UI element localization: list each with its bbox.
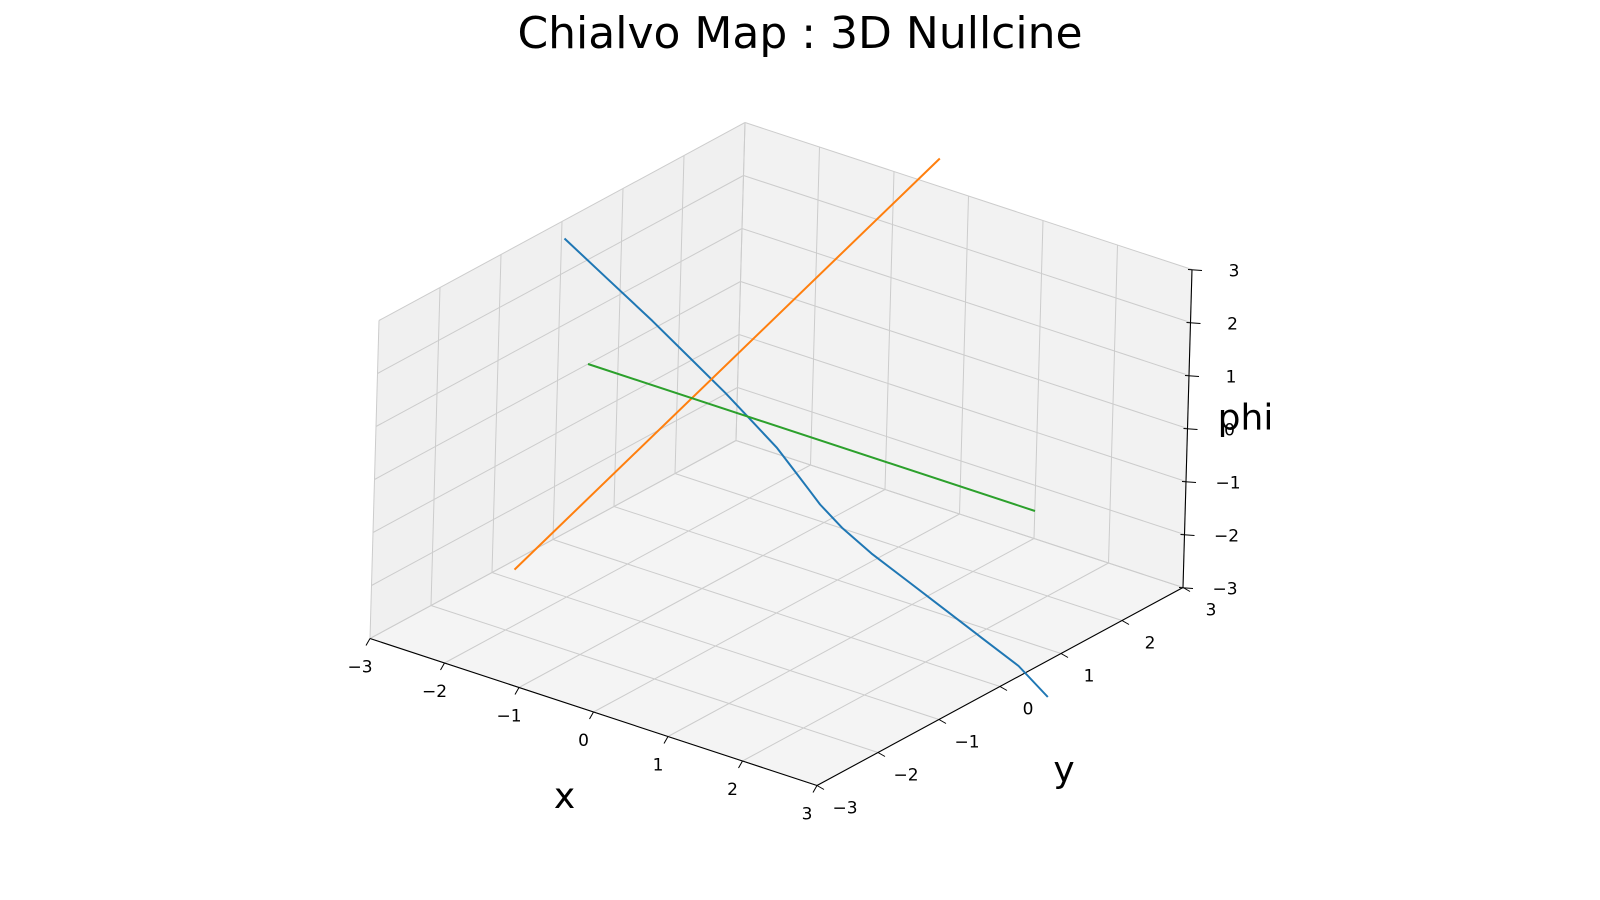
z-tick-label: −2 [1214,527,1239,547]
y-tick-label: −1 [954,733,979,753]
grid-line [377,175,744,374]
x-tick-mark [589,711,594,720]
z-tick-label: 0 [1224,421,1235,441]
z-tick-mark [1184,375,1200,377]
y-tick-mark [877,752,886,757]
x-tick-label: 3 [802,805,813,825]
y-tick-mark [1121,620,1130,625]
grid-line [378,122,746,321]
y-tick-label: 2 [1145,634,1156,654]
y-tick-mark [1182,587,1191,592]
chart-title: Chialvo Map : 3D Nullcine [517,8,1083,59]
y-tick-mark [999,686,1008,691]
axis-lines [365,269,1203,793]
z-tick-label: −1 [1215,474,1240,494]
y-tick-mark [938,719,947,724]
z-tick-label: 1 [1226,368,1237,388]
y-tick-label: −3 [832,799,857,819]
x-tick-label: 0 [578,731,589,751]
series-line-3 [587,363,1036,512]
tick-labels: −3 −3 −3 −2 −2 −2 −1 −1 −1 0 0 0 1 1 1 2 2 2 3 3 3 [347,262,1240,825]
x-axis-label: x [554,776,575,817]
y-tick-label: 3 [1206,601,1217,621]
z-tick-mark [1183,428,1198,430]
y-tick-label: 0 [1023,700,1034,720]
series-line-2 [513,157,941,571]
x-tick-label: −1 [496,707,521,727]
x-tick-mark [440,662,445,671]
x-tick-label: 2 [727,780,738,800]
z-tick-mark [1186,322,1201,324]
z-tick-mark [1180,534,1195,536]
z-tick-label: 2 [1227,315,1238,335]
y-tick-label: −2 [893,766,918,786]
x-tick-label: −2 [422,682,447,702]
x-tick-mark [663,736,669,744]
series-line-1 [563,237,1049,698]
grid-line [674,473,1123,621]
grid-lines [369,122,1193,786]
grid-line [743,175,1191,323]
grid-line [735,440,1184,588]
x-tick-mark [812,785,818,793]
y-tick-label: 1 [1084,667,1095,687]
x-tick-mark [738,760,743,769]
x-tick-mark [514,687,520,695]
x-tick-label: 1 [653,756,664,776]
series-layer [513,157,1049,698]
x-tick-label: −3 [347,658,372,678]
y-tick-mark [1060,653,1069,658]
z-tick-mark [1187,269,1203,271]
y-axis-label: y [1053,750,1074,791]
x-tick-mark [365,638,371,646]
y-tick-mark [816,785,825,790]
z-axis-label: phi [1218,398,1274,439]
z-tick-label: −3 [1212,580,1237,600]
z-tick-mark [1181,481,1197,483]
z-tick-label: 3 [1229,262,1240,282]
z-tick-mark [1178,587,1194,589]
grid-line [735,122,746,441]
grid-line [744,122,1193,270]
